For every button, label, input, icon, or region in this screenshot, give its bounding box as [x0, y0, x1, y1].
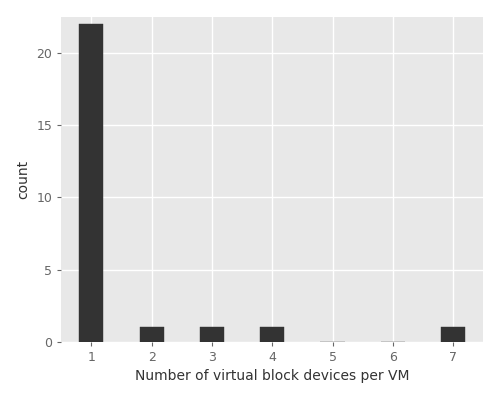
Bar — [200, 327, 224, 342]
Y-axis label: count: count — [16, 160, 30, 199]
Bar — [260, 327, 284, 342]
Bar — [441, 327, 465, 342]
Bar — [79, 24, 104, 342]
Bar — [140, 327, 164, 342]
X-axis label: Number of virtual block devices per VM: Number of virtual block devices per VM — [135, 369, 409, 383]
